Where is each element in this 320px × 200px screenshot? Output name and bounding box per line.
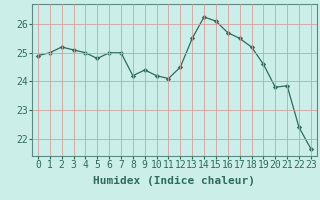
X-axis label: Humidex (Indice chaleur): Humidex (Indice chaleur) bbox=[93, 176, 255, 186]
